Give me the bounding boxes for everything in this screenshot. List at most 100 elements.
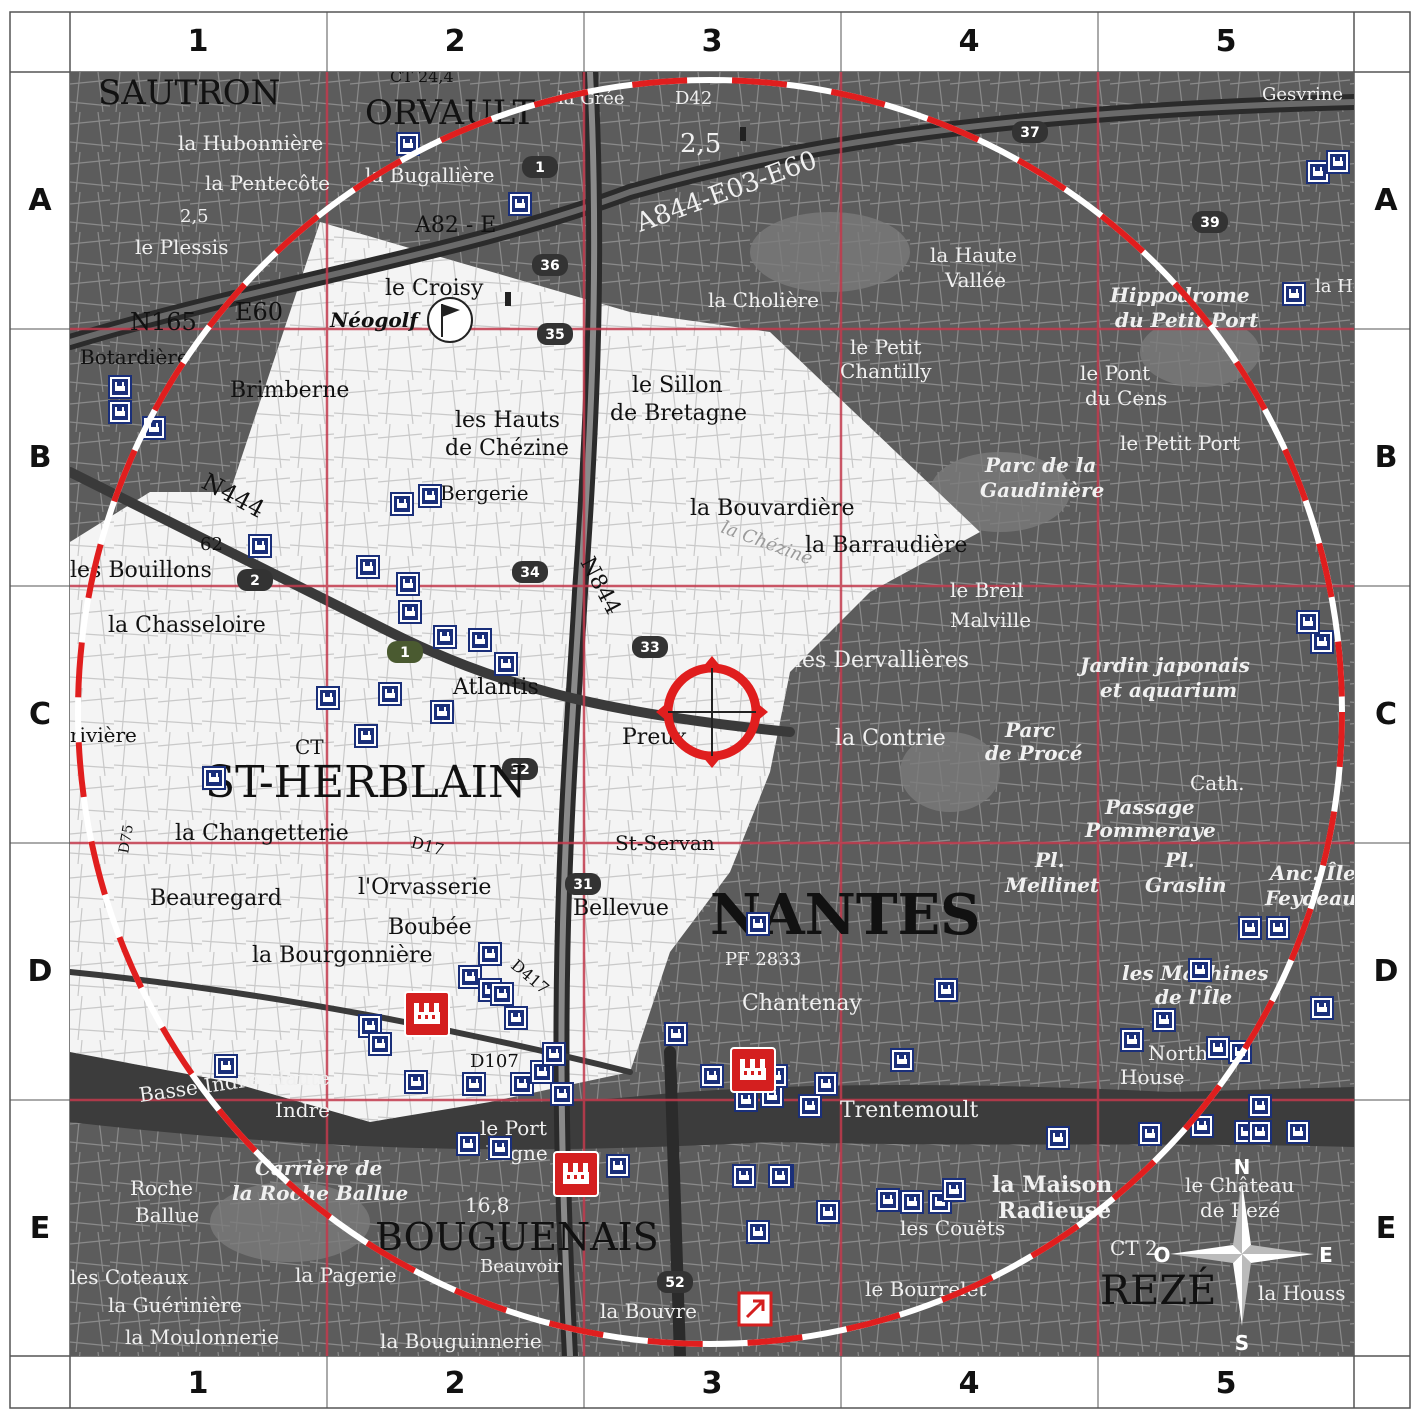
place-label: la Houss	[1258, 1281, 1346, 1305]
site-icon[interactable]	[478, 942, 502, 966]
site-icon[interactable]	[354, 724, 378, 748]
map-grid-lines	[70, 72, 1354, 1356]
grid-row-label: C	[1374, 696, 1398, 732]
site-icon[interactable]	[462, 1072, 486, 1096]
site-icon[interactable]	[456, 1132, 480, 1156]
site-icon[interactable]	[1286, 1120, 1310, 1144]
site-icon[interactable]	[942, 1178, 966, 1202]
place-label: du Petit Port	[1115, 308, 1259, 332]
place-label: Pl.	[1164, 848, 1195, 872]
site-icon[interactable]	[1306, 160, 1330, 184]
place-label: Néogolf	[329, 308, 421, 332]
site-icon[interactable]	[1266, 916, 1290, 940]
road-badge: 31	[573, 877, 592, 893]
site-icon[interactable]	[1206, 1036, 1230, 1060]
compass-west: O	[1153, 1243, 1170, 1267]
site-icon[interactable]	[1282, 282, 1306, 306]
site-icon[interactable]	[433, 625, 457, 649]
place-label: la Bugallière	[365, 163, 494, 187]
grid-column-label: 2	[444, 23, 466, 59]
site-icon[interactable]	[890, 1048, 914, 1072]
site-icon[interactable]	[1326, 150, 1350, 174]
road-badge: 2	[250, 573, 260, 589]
site-icon[interactable]	[1152, 1008, 1176, 1032]
site-icon[interactable]	[1248, 1120, 1272, 1144]
place-label: la Bouguinnerie	[380, 1329, 542, 1353]
place-label: de Chézine	[445, 436, 569, 461]
site-icon[interactable]	[542, 1042, 566, 1066]
place-label: le Pont	[1080, 361, 1150, 385]
site-icon[interactable]	[746, 1220, 770, 1244]
site-icon[interactable]	[1248, 1094, 1272, 1118]
site-icon[interactable]	[508, 192, 532, 216]
site-icon[interactable]	[490, 982, 514, 1006]
site-icon[interactable]	[430, 700, 454, 724]
site-icon[interactable]	[316, 686, 340, 710]
grid-column-label: 3	[701, 1365, 723, 1401]
road-label: CT	[295, 735, 324, 759]
site-icon[interactable]	[700, 1064, 724, 1088]
site-icon[interactable]	[876, 1188, 900, 1212]
place-label: la Contrie	[835, 726, 946, 751]
site-icon[interactable]	[1310, 630, 1334, 654]
road-badge: 33	[640, 640, 659, 656]
site-icon[interactable]	[378, 682, 402, 706]
place-label: la Pagerie	[295, 1263, 397, 1287]
site-icon[interactable]	[396, 572, 420, 596]
restricted-zone-streets	[70, 222, 980, 1122]
site-icon[interactable]	[814, 1072, 838, 1096]
site-icon[interactable]	[510, 1072, 534, 1096]
road-badge: 37	[1020, 125, 1039, 141]
site-icon[interactable]	[816, 1200, 840, 1224]
site-icon[interactable]	[356, 555, 380, 579]
site-icon[interactable]	[1310, 996, 1334, 1020]
town-label: ST-HERBLAIN	[205, 757, 527, 808]
map-canvas[interactable]: 1 36 35 2 34 33 32 31 37 39 1 52 SAUTRON…	[70, 72, 1354, 1356]
place-label: North	[1148, 1041, 1208, 1065]
site-icon[interactable]	[1238, 916, 1262, 940]
site-icon[interactable]	[746, 912, 770, 936]
place-label: de l'Île	[1155, 985, 1232, 1009]
site-icon[interactable]	[468, 628, 492, 652]
place-label: Pl.	[1034, 848, 1065, 872]
site-icon[interactable]	[550, 1082, 574, 1106]
grid-row-label: E	[1375, 1210, 1397, 1246]
site-icon[interactable]	[664, 1022, 688, 1046]
site-icon[interactable]	[1138, 1122, 1162, 1146]
site-icon[interactable]	[768, 1164, 792, 1188]
site-icon[interactable]	[398, 600, 422, 624]
site-icon[interactable]	[458, 965, 482, 989]
site-icon[interactable]	[390, 492, 414, 516]
site-icon[interactable]	[214, 1054, 238, 1078]
site-icon[interactable]	[504, 1006, 528, 1030]
place-label: de Bretagne	[610, 401, 747, 426]
site-icon[interactable]	[248, 534, 272, 558]
place-label: la Pentecôte	[205, 171, 330, 195]
major-site-icon[interactable]	[404, 991, 450, 1037]
site-icon[interactable]	[798, 1094, 822, 1118]
site-icon[interactable]	[934, 978, 958, 1002]
site-icon[interactable]	[202, 766, 226, 790]
target-crosshair-icon[interactable]	[656, 656, 768, 768]
site-icon[interactable]	[488, 1136, 512, 1160]
compass-south: S	[1235, 1331, 1249, 1355]
site-icon[interactable]	[1188, 958, 1212, 982]
site-icon[interactable]	[1296, 610, 1320, 634]
place-label: Brimberne	[230, 378, 349, 403]
major-site-icon[interactable]	[730, 1047, 776, 1093]
place-label: Botardière	[80, 345, 189, 369]
place-label: Atlantis	[452, 675, 539, 700]
site-icon[interactable]	[404, 1070, 428, 1094]
site-icon[interactable]	[606, 1154, 630, 1178]
site-icon[interactable]	[1120, 1028, 1144, 1052]
site-icon[interactable]	[368, 1032, 392, 1056]
road-label: A82 - E	[414, 213, 496, 238]
site-icon[interactable]	[108, 375, 132, 399]
major-site-icon[interactable]	[553, 1151, 599, 1197]
site-icon[interactable]	[418, 484, 442, 508]
site-icon[interactable]	[1046, 1126, 1070, 1150]
site-icon[interactable]	[732, 1164, 756, 1188]
site-icon[interactable]	[108, 400, 132, 424]
site-icon[interactable]	[494, 652, 518, 676]
site-icon[interactable]	[900, 1190, 924, 1214]
